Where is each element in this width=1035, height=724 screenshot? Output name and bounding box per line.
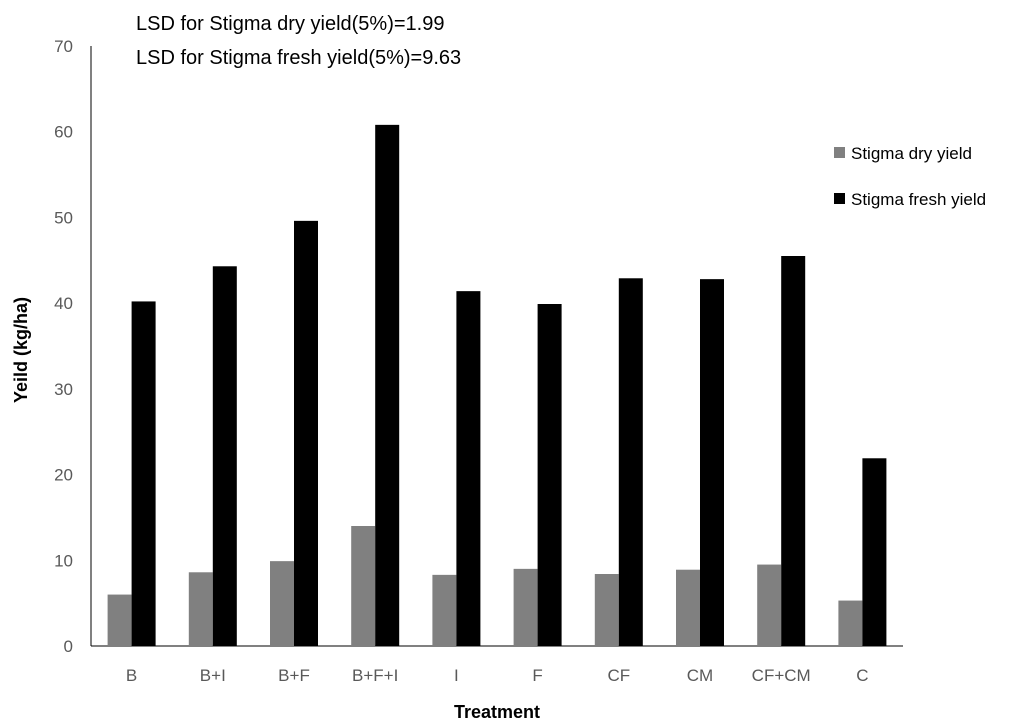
bar-dry-b-plus-i [188,572,213,646]
x-axis-title: Treatment [454,702,540,722]
x-tick-label: B [126,666,137,685]
y-axis: 0 10 20 30 40 50 60 70 [54,37,92,656]
bar-fresh-f [537,304,562,646]
y-tick-label: 20 [54,466,73,485]
bar-fresh-b [131,301,156,646]
lsd-fresh-annotation: LSD for Stigma fresh yield(5%)=9.63 [136,47,461,69]
y-tick-label: 30 [54,380,73,399]
y-tick-label: 50 [54,208,73,227]
x-tick-label: I [454,666,459,685]
bar-dry-c [838,600,863,646]
legend-label-fresh: Stigma fresh yield [851,190,986,209]
x-tick-label: B+I [200,666,226,685]
bar-dry-cm [676,569,700,646]
bar-dry-b-plus-f [270,561,294,646]
x-tick-label: B+F [278,666,310,685]
y-tick-label: 10 [54,551,73,570]
x-tick-labels: B B+I B+F B+F+I I F CF CM CF+CM C [126,666,869,685]
x-tick-label: CM [687,666,713,685]
x-tick-label: F [532,666,542,685]
annotations: LSD for Stigma dry yield(5%)=1.99 LSD fo… [136,13,461,69]
legend-swatch-dry [834,147,845,158]
y-tick-label: 0 [64,637,73,656]
legend-label-dry: Stigma dry yield [851,144,972,163]
legend-swatch-fresh [834,193,845,204]
bar-dry-i [432,574,457,646]
y-tick-label: 40 [54,294,73,313]
legend: Stigma dry yield Stigma fresh yield [834,144,986,209]
x-tick-label: C [856,666,868,685]
bars [107,124,887,647]
y-axis-title: Yeild (kg/ha) [11,297,31,403]
bar-fresh-b-plus-f [294,220,318,646]
bar-dry-f [513,568,538,646]
bar-fresh-b-plus-f-plus-i [375,124,400,647]
y-tick-label: 60 [54,123,73,142]
x-tick-label: CF+CM [752,666,811,685]
y-tick-labels: 0 10 20 30 40 50 60 70 [54,37,73,656]
lsd-dry-annotation: LSD for Stigma dry yield(5%)=1.99 [136,13,444,35]
x-tick-label: CF [607,666,630,685]
bar-dry-b-plus-f-plus-i [351,526,376,646]
bar-dry-cf [594,574,619,646]
x-axis: B B+I B+F B+F+I I F CF CM CF+CM C [91,645,903,685]
bar-fresh-c [862,458,887,646]
x-tick-label: B+F+I [352,666,398,685]
y-tick-label: 70 [54,37,73,56]
bar-fresh-cf-plus-cm [781,256,806,646]
bar-fresh-cf [618,278,643,646]
bar-fresh-cm [700,279,724,646]
bar-dry-cf-plus-cm [757,564,782,646]
bar-dry-b [107,594,132,646]
bar-fresh-i [456,291,481,646]
bar-fresh-b-plus-i [212,266,237,646]
